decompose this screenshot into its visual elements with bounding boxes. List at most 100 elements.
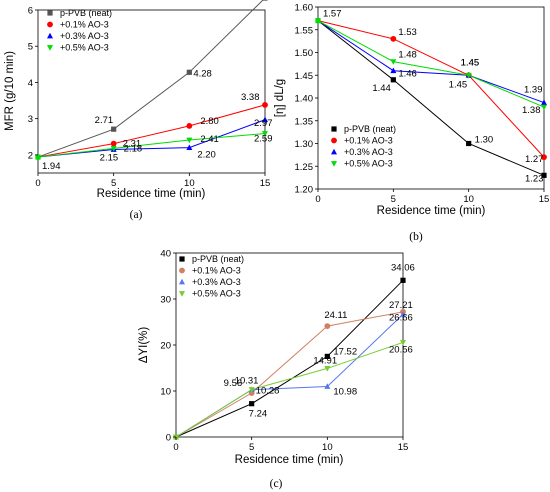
panel-c-x-axis-title: Residence time (min) <box>235 454 344 466</box>
panel-c-x-tick-label: 10 <box>322 442 333 453</box>
panel-b-y-tick-label: 1.55 <box>295 25 314 36</box>
panel-b-data-label: 1.45 <box>449 79 468 90</box>
panel-a-data-label: 2.41 <box>200 134 219 145</box>
panel-a-legend-label-1: +0.1% AO-3 <box>60 20 109 30</box>
panel-b-y-tick-label: 1.60 <box>295 3 314 14</box>
panel-a-data-label: 1.94 <box>42 161 61 172</box>
panel-b-series-line-0 <box>317 20 545 176</box>
panel-c-series-0-point <box>324 353 330 360</box>
panel-c-series-3-point <box>324 366 331 372</box>
panel-a-series-1-point <box>110 140 117 147</box>
panel-b-x-tick-label: 15 <box>539 194 550 205</box>
panel-a-series-2-point <box>262 116 268 123</box>
panel-c-y-tick-label: 10 <box>160 387 171 398</box>
panel-b-data-label: 1.39 <box>524 85 543 96</box>
panel-c-data-label: 17.52 <box>333 346 357 357</box>
panel-c-series-0-point <box>400 277 406 283</box>
panel-a-legend-label-0: p-PVB (neat) <box>60 8 112 18</box>
panel-b-series-2-point <box>390 67 397 74</box>
panel-b-data-label: 1.45 <box>461 57 480 68</box>
panel-c-series-2-point <box>400 311 406 317</box>
panel-b-y-tick-label: 1.45 <box>295 71 314 82</box>
panel-c-series-1-point <box>324 323 331 329</box>
panel-c-legend-label-0: p-PVB (neat) <box>192 254 244 264</box>
panel-a-data-label: 2.97 <box>254 118 273 129</box>
panel-b-data-label: 1.27 <box>525 154 544 165</box>
panel-a-x-tick-label: 5 <box>111 178 116 189</box>
panel-c-data-label: 24.11 <box>324 310 347 321</box>
panel-c-y-tick-label: 40 <box>160 249 171 260</box>
panel-c-data-label: 27.21 <box>389 300 413 311</box>
panel-a-series-1-point <box>262 102 268 108</box>
panel-b-y-tick-label: 1.20 <box>295 185 314 196</box>
panel-b-legend-label-2: +0.3% AO-3 <box>344 147 393 157</box>
panel-a-y-tick-label: 3 <box>28 114 33 125</box>
panel-c-x-tick-label: 0 <box>173 442 178 453</box>
panel-c-series-line-0 <box>175 279 404 438</box>
panel-a-y-tick-label: 5 <box>28 42 33 53</box>
panel-a-data-label: 2.18 <box>124 143 142 154</box>
panel-a-series-line-3 <box>37 133 266 158</box>
panel-a-data-label: 3.38 <box>241 92 260 103</box>
panel-b-data-label: 1.38 <box>522 105 541 116</box>
panel-b-series-line-1 <box>317 20 545 158</box>
panel-b-legend-marker-2 <box>331 148 337 155</box>
panel-c-legend-marker-3 <box>179 291 185 297</box>
panel-a-series-0-point <box>262 0 268 1</box>
panel-a-legend-label-3: +0.5% AO-3 <box>60 43 109 53</box>
panel-c-series-3-point <box>248 387 255 393</box>
panel-c-data-label: 7.24 <box>249 409 268 420</box>
panel-a-ticks: 0 5 10 15 2 3 4 5 6 <box>28 6 271 190</box>
panel-b-series-line-2 <box>317 20 545 104</box>
panel-b-y-axis-title: [η] dL/g <box>274 79 286 117</box>
panel-c-x-tick-label: 5 <box>249 442 254 453</box>
panel-b-y-tick-label: 1.35 <box>295 116 314 127</box>
panel-a-y-tick-label: 6 <box>28 6 33 17</box>
panel-b-series-1-point <box>541 154 547 161</box>
panel-c-x-tick-label: 15 <box>398 442 409 453</box>
panel-b-y-tick-label: 1.30 <box>295 139 314 150</box>
panel-a-legend: p-PVB (neat) +0.1% AO-3+0.3% AO-3 +0.5% AO… <box>47 8 112 53</box>
panel-a-series-1-point <box>186 123 193 129</box>
panel-a-legend-label-2: +0.3% AO-3 <box>60 31 109 41</box>
panel-b-data-labels: 1.571.531.481.461.441.451.451.451.301.39… <box>323 9 544 185</box>
panel-c-caption: (c) <box>270 478 283 490</box>
panel-b-y-tick-label: 1.40 <box>295 94 314 105</box>
panel-c-y-tick-label: 0 <box>166 433 171 444</box>
panel-b-y-tick-label: 1.50 <box>295 48 314 59</box>
panel-b-series-3-point <box>465 72 472 79</box>
panel-a-data-label: 2.59 <box>254 134 273 145</box>
panel-a-legend-marker-1 <box>47 21 53 28</box>
panel-c-series-line-3 <box>175 341 404 438</box>
panel-b-x-axis-title: Residence time (min) <box>377 205 486 217</box>
panel-c-series-line-2 <box>175 314 404 438</box>
panel-b-series-0-point <box>466 140 472 147</box>
panel-a-series-line-2 <box>37 119 266 158</box>
panel-c-y-tick-label: 30 <box>160 295 171 306</box>
panel-b-data-label: 1.53 <box>398 27 417 38</box>
panel-a-data-label: 2.20 <box>197 150 216 161</box>
panel-b-legend-marker-1 <box>331 137 337 144</box>
panel-c-legend-marker-2 <box>179 278 185 285</box>
panel-a-legend-marker-0 <box>47 10 53 16</box>
panel-a-marks <box>35 0 268 160</box>
panel-c-data-label: 10.28 <box>256 386 280 397</box>
panel-a-origin-point <box>35 154 41 160</box>
panel-a-series-2-point <box>186 144 193 151</box>
panel-a-series-line-1 <box>37 104 266 158</box>
panel-a-series-0-point <box>111 126 117 132</box>
panel-b-series-2-point <box>541 99 547 105</box>
panel-c-data-label: 9.56 <box>224 378 243 389</box>
panel-a-series-line-0 <box>37 0 264 158</box>
panel-b-legend-label-3: +0.5% AO-3 <box>344 159 393 169</box>
panel-b-x-tick-label: 0 <box>315 194 320 205</box>
panel-c-data-label: 20.56 <box>389 344 413 355</box>
panel-a-legend-marker-2 <box>47 32 53 39</box>
panel-b-series-0-point <box>541 172 547 178</box>
panel-b: 0 5 10 15 1.20 1.25 1.30 1.35 1.40 1.45 1.50 1.55 1.… <box>274 3 549 244</box>
panel-b-data-label: 1.30 <box>475 135 494 146</box>
panel-b-legend-label-0: p-PVB (neat) <box>344 124 396 134</box>
panel-b-data-label: 1.48 <box>398 50 417 61</box>
panel-b-data-label: 1.45 <box>461 57 480 68</box>
